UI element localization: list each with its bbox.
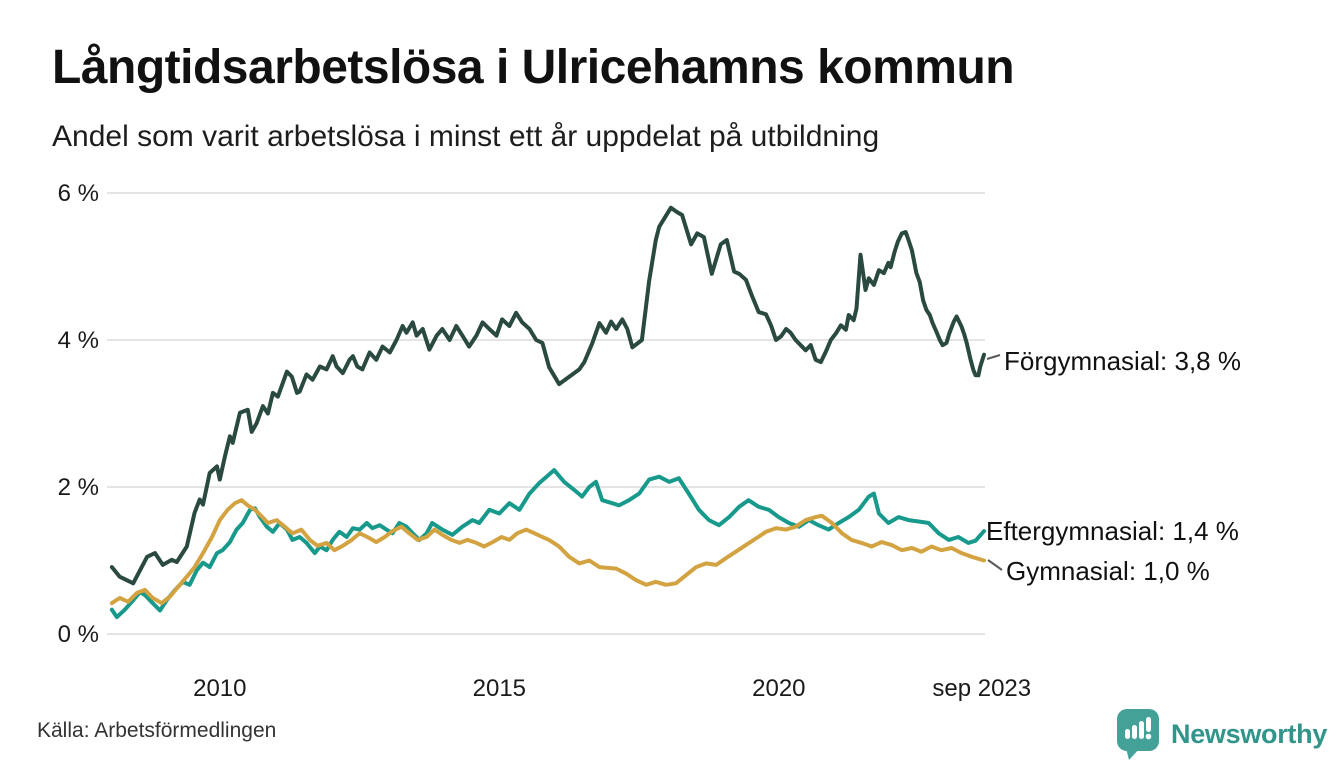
y-tick-label: 2 % bbox=[58, 474, 99, 501]
newsworthy-logo: Newsworthy bbox=[1116, 708, 1327, 760]
chart-subtitle: Andel som varit arbetslösa i minst ett å… bbox=[52, 120, 880, 153]
y-tick-label: 0 % bbox=[58, 621, 99, 648]
brand-wordmark: Newsworthy bbox=[1171, 718, 1328, 749]
source-note: Källa: Arbetsförmedlingen bbox=[37, 719, 277, 742]
data-series bbox=[109, 205, 986, 620]
page-title: Långtidsarbetslösa i Ulricehamns kommun bbox=[52, 41, 1015, 94]
series-end-labels: Förgymnasial: 3,8 % Eftergymnasial: 1,4 … bbox=[986, 346, 1241, 586]
x-tick-label: 2015 bbox=[473, 675, 526, 702]
bar-medium bbox=[1132, 725, 1137, 739]
newsworthy-icon bbox=[1117, 709, 1159, 760]
gridlines bbox=[107, 192, 985, 635]
x-tick-label: 2020 bbox=[752, 675, 805, 702]
x-tick-label: 2010 bbox=[193, 675, 246, 702]
gymnasial-connector-line bbox=[987, 559, 1003, 571]
x-tick-label: sep 2023 bbox=[932, 675, 1031, 702]
bar-tall bbox=[1139, 721, 1144, 739]
bar-small bbox=[1125, 729, 1130, 739]
series-line-förgymnasial bbox=[109, 205, 986, 586]
eftergymnasial-end-label: Eftergymnasial: 1,4 % bbox=[986, 516, 1239, 546]
y-tick-label: 4 % bbox=[58, 327, 99, 354]
exclamation-dot bbox=[1145, 733, 1152, 740]
exclamation-bar bbox=[1146, 717, 1151, 732]
y-tick-label: 6 % bbox=[58, 180, 99, 207]
forgymnasial-connector-line bbox=[986, 354, 1001, 360]
series-line-eftergymnasial bbox=[109, 468, 986, 620]
axis-labels: 0 % 2 % 4 % 6 % 2010 2015 2020 sep 2023 bbox=[58, 180, 1032, 702]
gymnasial-end-label: Gymnasial: 1,0 % bbox=[1006, 556, 1210, 586]
forgymnasial-end-label: Förgymnasial: 3,8 % bbox=[1004, 346, 1241, 376]
series-line-gymnasial bbox=[109, 498, 986, 606]
